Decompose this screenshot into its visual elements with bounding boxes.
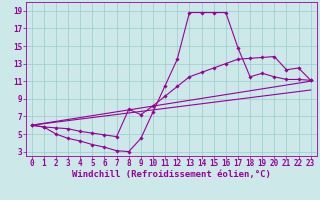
X-axis label: Windchill (Refroidissement éolien,°C): Windchill (Refroidissement éolien,°C) [72,170,271,179]
